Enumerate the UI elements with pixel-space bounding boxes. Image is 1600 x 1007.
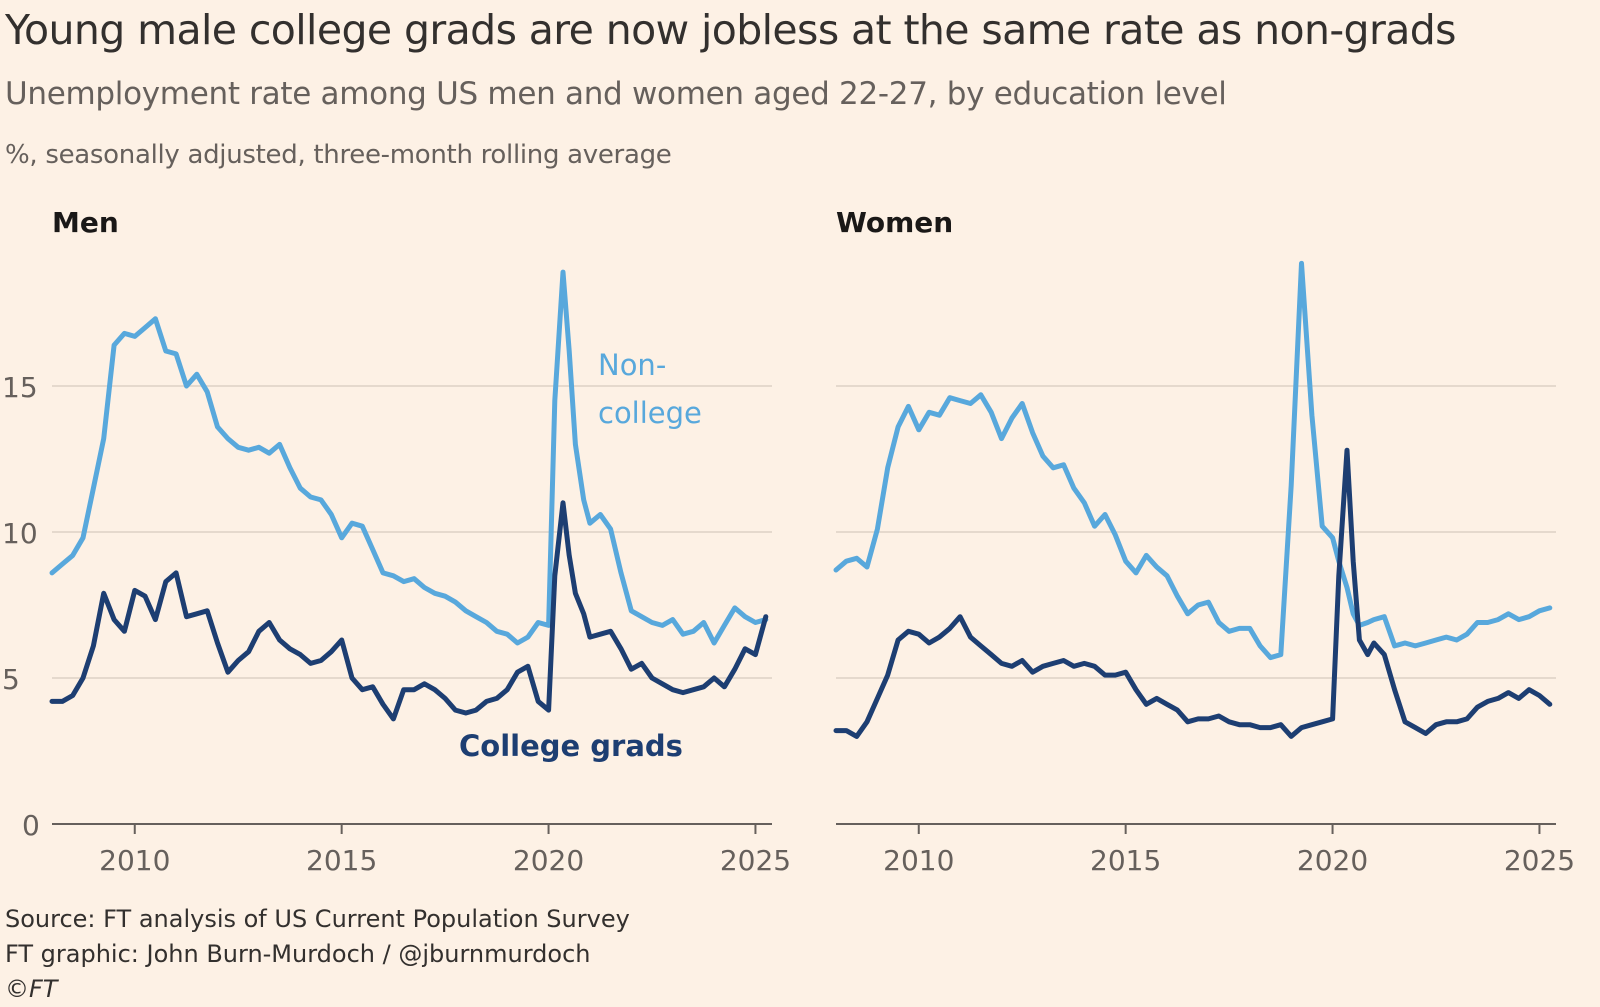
footer: Source: FT analysis of US Current Popula… — [5, 902, 630, 1007]
graphic-credit: FT graphic: John Burn-Murdoch / @jburnmu… — [5, 940, 591, 968]
panel-title: Women — [836, 206, 953, 239]
series-label-college-grads: College grads — [459, 729, 683, 763]
chart-subtitle: Unemployment rate among US men and women… — [5, 76, 1227, 112]
series-label-non-college: Non- — [598, 348, 666, 382]
y-tick-label: 10 — [2, 517, 38, 550]
source-note: Source: FT analysis of US Current Popula… — [5, 905, 630, 933]
x-tick-label: 2010 — [883, 844, 954, 877]
x-tick-label: 2015 — [306, 844, 377, 877]
y-tick-label: 5 — [2, 663, 20, 696]
line-college-women — [833, 447, 1553, 739]
line-college-men — [49, 500, 769, 722]
chart-title: Young male college grads are now jobless… — [5, 6, 1457, 54]
y-tick-label: 0 — [22, 809, 40, 842]
panel-title: Men — [52, 206, 119, 239]
line-non_college-women — [833, 260, 1553, 661]
units-note: %, seasonally adjusted, three-month roll… — [5, 140, 672, 170]
x-tick-label: 2025 — [720, 844, 791, 877]
x-tick-label: 2025 — [1504, 844, 1575, 877]
y-tick-label: 15 — [2, 371, 38, 404]
x-tick-label: 2020 — [1297, 844, 1368, 877]
series-label-non-college: college — [598, 396, 702, 430]
x-tick-label: 2015 — [1090, 844, 1161, 877]
x-tick-label: 2020 — [513, 844, 584, 877]
copyright: ©FT — [5, 975, 58, 1003]
x-tick-label: 2010 — [99, 844, 170, 877]
line-non_college-men — [49, 269, 769, 646]
